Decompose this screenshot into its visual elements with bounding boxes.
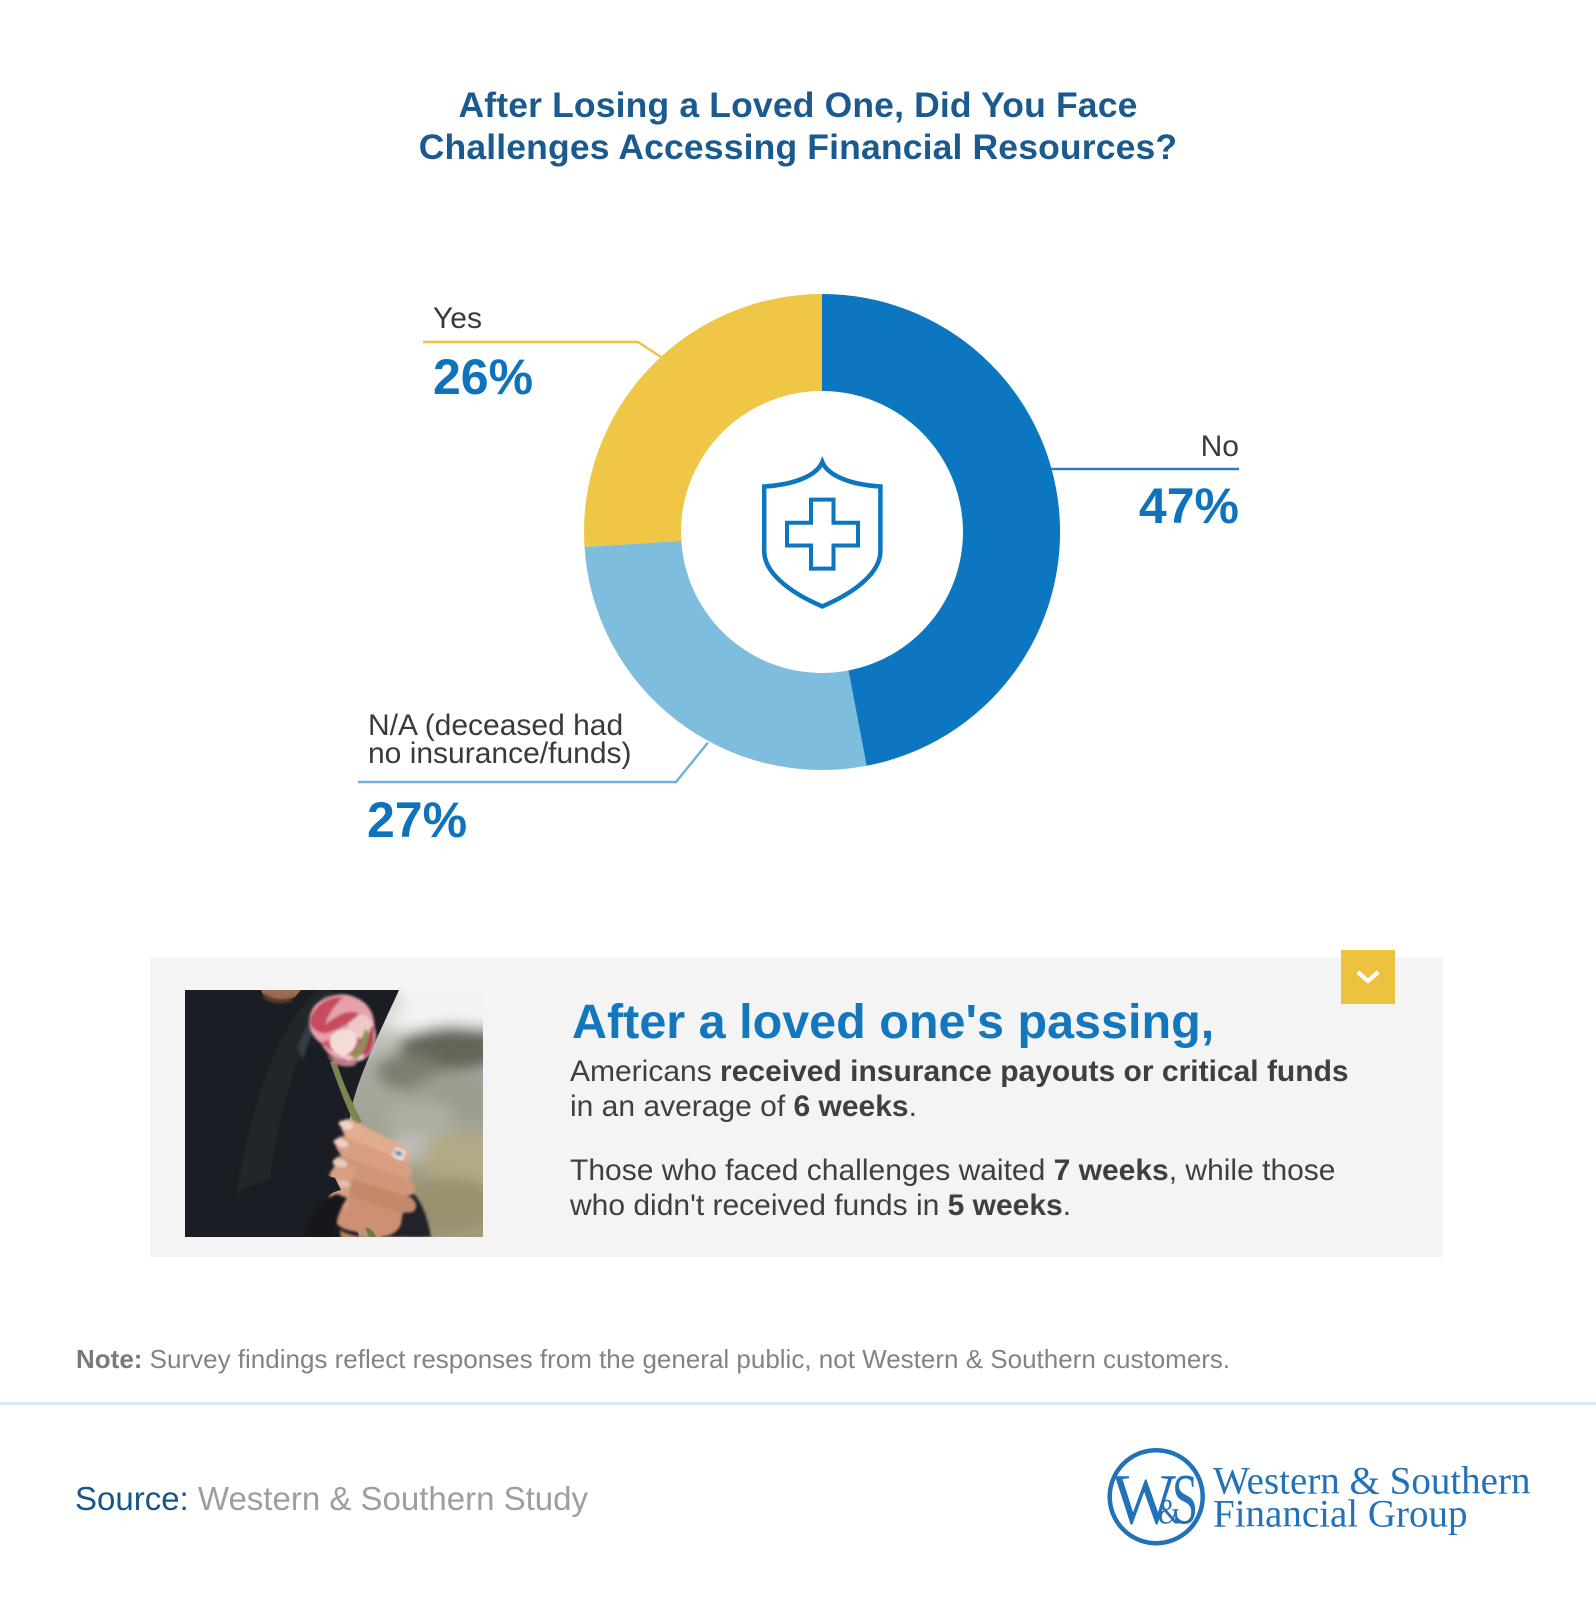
svg-text:W: W (1112, 1460, 1176, 1540)
svg-text:Financial Group: Financial Group (1213, 1492, 1468, 1535)
svg-text:S: S (1172, 1460, 1198, 1540)
svg-text:&: & (1158, 1492, 1180, 1532)
svg-text:Western & Southern: Western & Southern (1213, 1460, 1530, 1503)
